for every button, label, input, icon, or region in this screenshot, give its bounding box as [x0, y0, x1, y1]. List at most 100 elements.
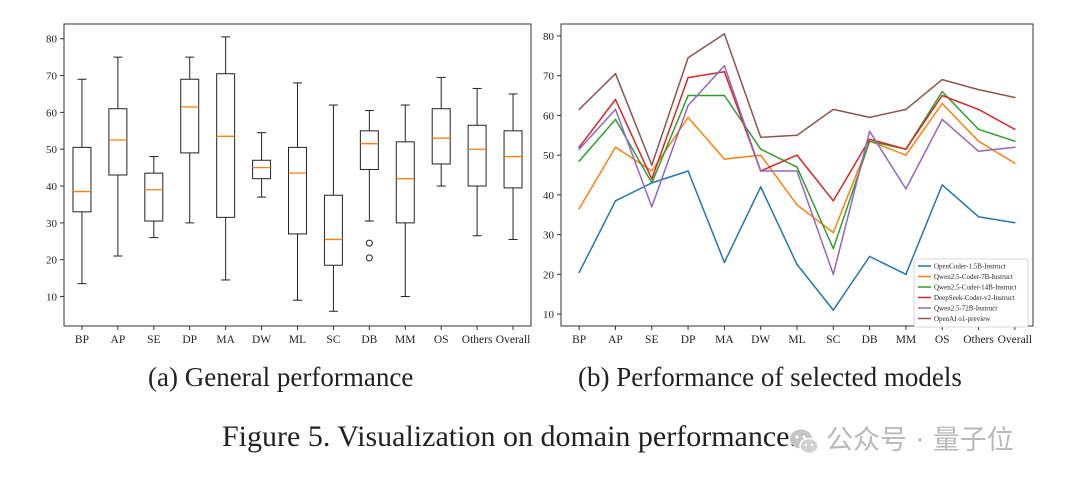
box-AP — [108, 108, 128, 176]
legend-label-5: OpenAI o1-preview — [934, 315, 991, 323]
point-1-MA — [723, 158, 726, 160]
x-tick-label-ML: ML — [289, 334, 306, 346]
x-tick-label-OS: OS — [434, 334, 449, 346]
y-tick-label-40: 40 — [543, 190, 555, 202]
point-3-DB — [868, 138, 871, 141]
point-0-MM — [905, 273, 907, 276]
point-5-SE — [650, 164, 653, 166]
x-tick-label-SE: SE — [147, 334, 160, 346]
point-3-MM — [905, 148, 907, 150]
x-tick-label-DB: DB — [862, 334, 878, 346]
x-tick-label-AP: AP — [111, 334, 126, 346]
point-5-Others — [977, 88, 980, 91]
x-tick-label-AP: AP — [608, 334, 623, 346]
y-tick-label-70: 70 — [543, 71, 555, 83]
y-tick-label-30: 30 — [543, 230, 555, 242]
point-0-Others — [977, 215, 980, 218]
x-tick-label-DP: DP — [681, 334, 696, 346]
point-2-AP — [614, 118, 617, 121]
y-tick-label-10: 10 — [46, 292, 58, 304]
point-1-Overall — [1014, 162, 1016, 164]
x-tick-label-DB: DB — [361, 334, 377, 346]
point-2-MA — [723, 94, 726, 97]
point-5-MM — [905, 108, 907, 111]
point-5-BP — [578, 108, 580, 111]
legend: OpenCoder-1.5B-Instruct Qwen2.5-Coder-7B-… — [913, 258, 1029, 328]
legend-label-4: Qwen2.5-72B-Instruct — [934, 305, 997, 313]
x-tick-label-MA: MA — [715, 334, 734, 346]
point-1-SE — [650, 170, 653, 172]
point-5-DP — [687, 56, 689, 59]
point-2-DW — [759, 148, 762, 150]
point-0-BP — [578, 271, 580, 274]
point-1-OS — [941, 102, 944, 105]
point-2-DP — [687, 94, 689, 97]
point-0-ML — [796, 263, 798, 266]
point-1-AP — [614, 146, 617, 148]
x-tick-label-BP: BP — [75, 334, 89, 346]
point-5-DB — [868, 116, 871, 119]
point-3-OS — [941, 94, 944, 97]
y-tick-label-10: 10 — [543, 309, 555, 321]
legend-label-3: DeepSeek-Coder-v2-Instruct — [934, 294, 1015, 302]
watermark-text: 公众号 · 量子位 — [826, 425, 1014, 456]
box-plot-general-performance: 10 20 30 40 50 60 70 80 BP AP SE DP MA DW ML SC DB MM OS Ot… — [46, 23, 532, 346]
box-Overall — [503, 130, 523, 189]
point-0-AP — [614, 200, 617, 202]
box-OS — [431, 108, 451, 165]
point-4-BP — [578, 148, 580, 150]
figure-caption: Figure 5. Visualization on domain perfor… — [222, 420, 797, 453]
point-4-DP — [687, 104, 689, 107]
point-1-Others — [977, 140, 980, 143]
point-1-DP — [687, 116, 689, 119]
box-DP — [180, 78, 200, 154]
point-3-Overall — [1014, 128, 1016, 131]
y-tick-label-50: 50 — [543, 150, 555, 162]
point-1-BP — [578, 207, 580, 210]
point-5-MA — [723, 33, 726, 35]
x-tick-label-MA: MA — [216, 334, 235, 346]
point-4-SE — [650, 205, 653, 208]
box-MM — [395, 141, 415, 224]
point-0-DP — [687, 170, 689, 172]
point-3-Others — [977, 108, 980, 111]
x-tick-label-SC: SC — [326, 334, 340, 346]
point-4-Overall — [1014, 146, 1016, 148]
point-0-Overall — [1014, 221, 1016, 224]
point-1-MM — [905, 154, 907, 156]
point-4-Others — [977, 150, 980, 152]
legend-label-0: OpenCoder-1.5B-Instruct — [934, 263, 1006, 271]
point-1-DW — [759, 154, 762, 156]
point-3-ML — [796, 154, 798, 156]
point-0-SC — [832, 309, 835, 311]
line-chart-selected-models: 10 20 30 40 50 60 70 80 BP AP SE DP MA DW ML SC DB MM OS Ot… — [543, 23, 1034, 346]
box-MA — [216, 73, 236, 218]
point-3-SC — [832, 200, 835, 202]
point-3-DP — [687, 76, 689, 79]
point-5-Overall — [1014, 96, 1016, 99]
box-SE — [144, 172, 164, 222]
x-tick-label-MM: MM — [395, 334, 415, 346]
panel-caption-a: (a) General performance — [148, 362, 414, 392]
point-4-MA — [723, 64, 726, 67]
x-tick-label-DW: DW — [252, 334, 271, 346]
point-4-OS — [941, 118, 944, 121]
y-tick-label-40: 40 — [46, 181, 58, 193]
point-1-ML — [796, 204, 798, 206]
point-1-SC — [832, 231, 835, 234]
point-2-ML — [796, 166, 798, 168]
y-tick-label-20: 20 — [46, 255, 58, 267]
box-Others — [467, 124, 487, 187]
point-2-Others — [977, 128, 980, 131]
point-5-SC — [832, 108, 835, 111]
y-tick-label-80: 80 — [543, 31, 555, 43]
point-2-SC — [832, 247, 835, 250]
box-ML — [288, 146, 307, 235]
legend-box — [913, 258, 1029, 328]
point-5-OS — [941, 78, 944, 81]
x-tick-label-DW: DW — [751, 334, 770, 346]
box-SC — [323, 194, 343, 266]
watermark: 公众号 · 量子位 — [788, 418, 1014, 458]
panel-caption-b: (b) Performance of selected models — [578, 362, 962, 392]
